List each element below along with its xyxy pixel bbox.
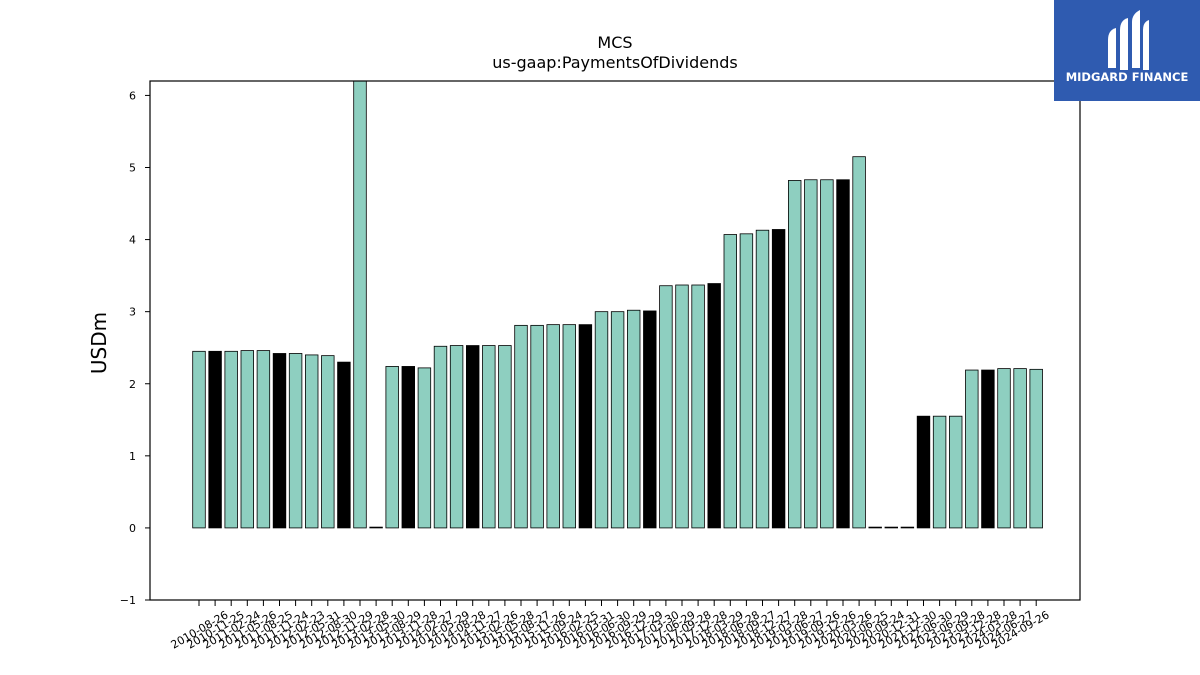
bar xyxy=(739,233,754,529)
y-tick-label: −1 xyxy=(120,594,136,607)
bar xyxy=(578,324,593,529)
bar xyxy=(353,80,367,529)
bar xyxy=(820,179,834,529)
bar xyxy=(417,367,432,529)
y-tick-label: 4 xyxy=(129,234,136,247)
plot-frame xyxy=(149,80,1081,601)
bar xyxy=(562,324,577,529)
bar xyxy=(433,345,448,529)
chart-subtitle: us-gaap:PaymentsOfDividends xyxy=(492,53,737,72)
bar xyxy=(804,179,818,529)
bar xyxy=(530,324,544,529)
bar xyxy=(208,350,222,529)
bar xyxy=(337,361,351,529)
midgard-logo: MIDGARD FINANCE xyxy=(1054,0,1200,101)
bar xyxy=(304,354,319,529)
bar xyxy=(643,310,657,529)
bar xyxy=(482,345,496,529)
bar xyxy=(884,526,899,529)
bar xyxy=(449,345,464,529)
bar xyxy=(321,355,335,529)
bar xyxy=(949,415,963,529)
bar xyxy=(707,283,721,529)
bar xyxy=(192,350,206,529)
bar xyxy=(965,369,979,529)
bar xyxy=(465,345,480,529)
bar xyxy=(659,285,673,529)
bar xyxy=(288,353,303,529)
bar xyxy=(240,350,255,529)
bar xyxy=(852,156,866,529)
bar xyxy=(256,350,271,529)
bar xyxy=(916,415,931,529)
midgard-logo-icon xyxy=(1108,10,1149,70)
y-tick-label: 0 xyxy=(129,522,136,535)
y-axis-ticks: −1 0 1 2 3 4 5 6 xyxy=(120,89,150,607)
bar xyxy=(546,324,560,529)
y-axis-label: USDm xyxy=(87,312,111,374)
bar xyxy=(771,229,786,529)
bar xyxy=(900,526,915,529)
bar xyxy=(514,324,528,529)
y-tick-label: 6 xyxy=(129,89,136,102)
y-tick-label: 3 xyxy=(129,306,136,319)
chart-title: MCS xyxy=(597,33,632,52)
bar xyxy=(836,179,850,529)
bar xyxy=(723,234,738,529)
y-tick-label: 5 xyxy=(129,162,136,175)
bar xyxy=(981,369,995,529)
bar xyxy=(272,353,287,529)
bar xyxy=(1013,368,1027,529)
x-axis-ticks: 2010-08-262010-11-252011-02-242011-05-26… xyxy=(169,600,1052,652)
bar xyxy=(675,284,689,529)
bar xyxy=(997,368,1011,529)
bar xyxy=(932,415,947,529)
bar xyxy=(385,366,399,529)
bar xyxy=(627,309,641,529)
bar xyxy=(610,311,625,529)
bar xyxy=(401,366,416,529)
bar xyxy=(224,350,238,529)
bar xyxy=(369,526,383,529)
bar xyxy=(498,345,512,529)
bar xyxy=(1029,368,1043,529)
bar xyxy=(691,284,705,529)
logo-text: MIDGARD FINANCE xyxy=(1066,70,1189,84)
bar xyxy=(788,180,802,529)
y-tick-label: 1 xyxy=(129,450,136,463)
bar xyxy=(755,229,770,529)
bars-group xyxy=(192,80,1043,529)
bar xyxy=(594,311,609,529)
bar xyxy=(868,526,882,529)
y-tick-label: 2 xyxy=(129,378,136,391)
